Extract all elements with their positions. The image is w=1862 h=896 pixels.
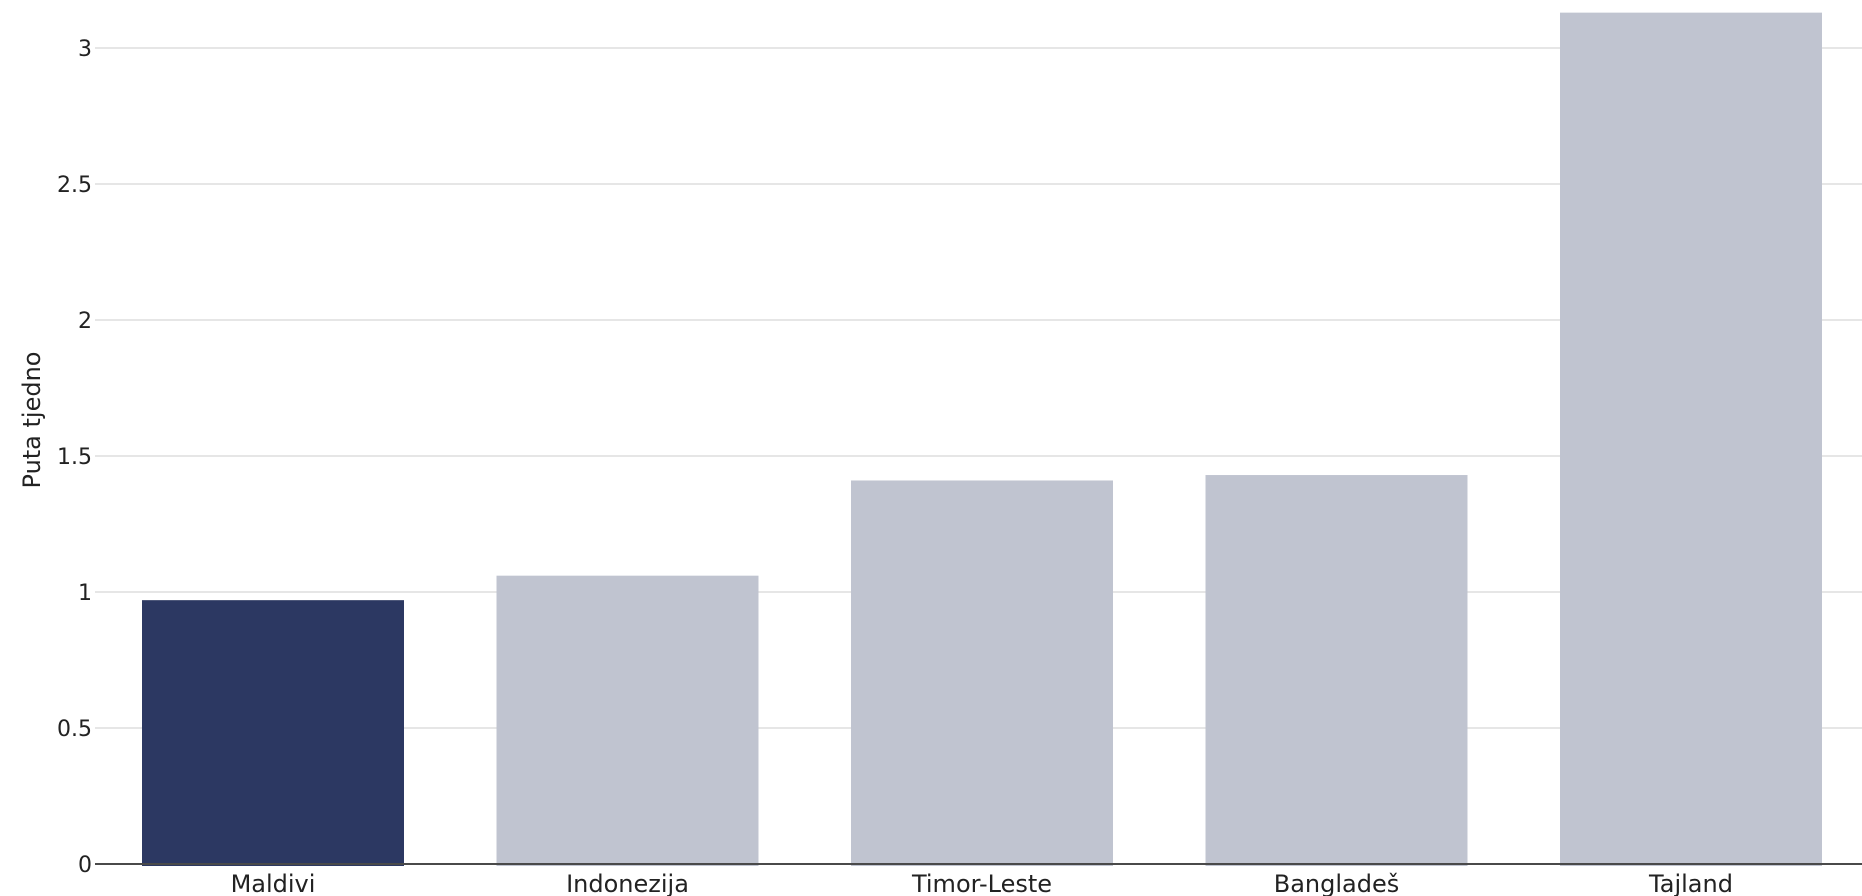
y-tick-label: 1 [78, 581, 92, 606]
y-tick-label: 1.5 [57, 445, 92, 470]
bar-banglade- [1205, 475, 1468, 866]
y-tick-label: 0.5 [57, 717, 92, 742]
y-tick-label: 2.5 [57, 173, 92, 198]
x-category-label: Bangladeš [1274, 870, 1400, 896]
bar-timor-leste [851, 480, 1113, 866]
bar-maldivi [142, 600, 404, 866]
x-category-labels: Maldivi Indonezija Timor-Leste Bangladeš Taj… [231, 870, 1733, 896]
bar-tajland [1560, 12, 1822, 866]
x-category-label: Timor-Leste [911, 870, 1052, 896]
x-category-label: Indonezija [566, 870, 689, 896]
y-tick-label: 2 [78, 309, 92, 334]
y-tick-label: 3 [78, 37, 92, 62]
x-category-label: Tajland [1648, 870, 1733, 896]
bar-indonezija [496, 575, 759, 866]
y-tick-label: 0 [78, 853, 92, 878]
x-category-label: Maldivi [231, 870, 316, 896]
bars [142, 12, 1822, 866]
y-tick-labels: 0 0.5 1 1.5 2 2.5 3 [57, 37, 92, 878]
y-axis-title: Puta tjedno [18, 352, 46, 489]
